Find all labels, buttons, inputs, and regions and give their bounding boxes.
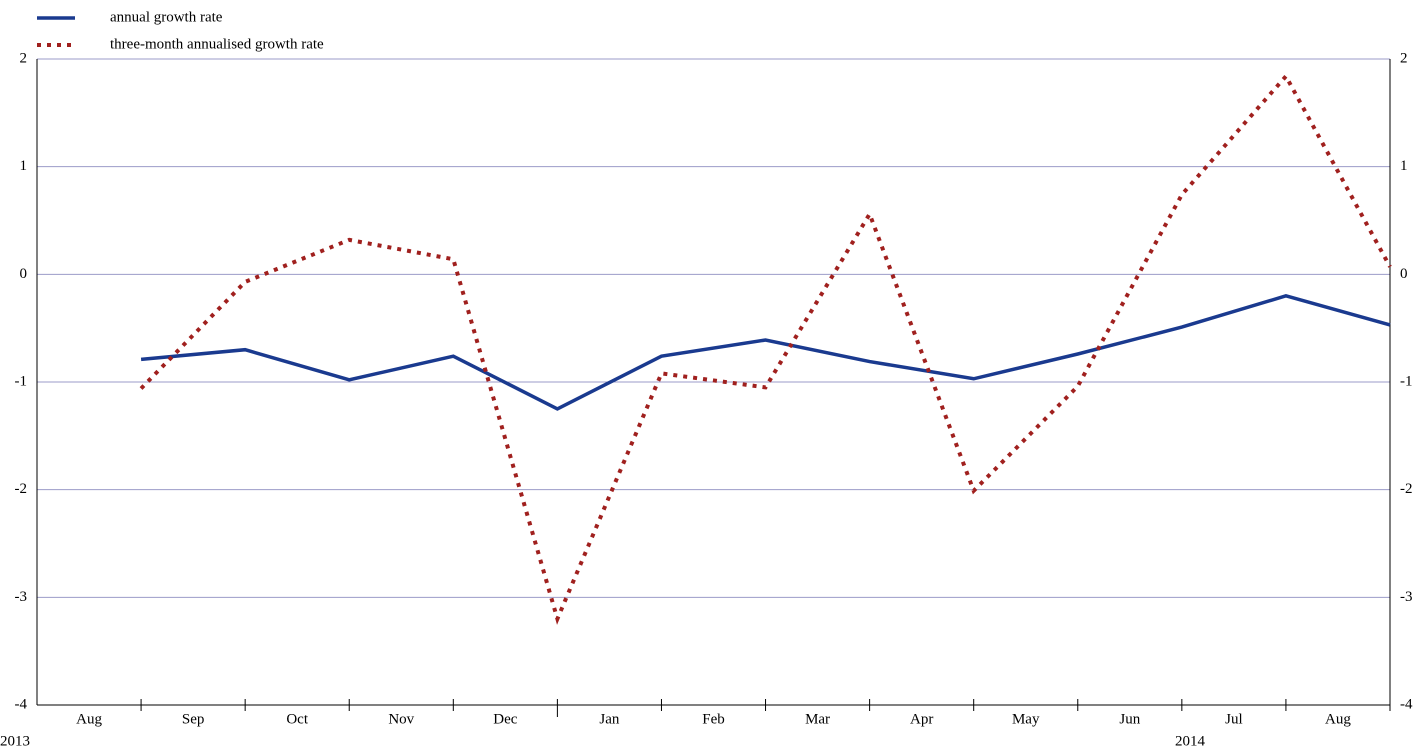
x-tick-label: Jul [1225, 711, 1243, 727]
y2-tick-label: 0 [1400, 266, 1408, 282]
x-tick-label: Aug [1325, 711, 1351, 727]
y2-tick-label: -2 [1400, 481, 1413, 497]
x-tick-label: Aug [76, 711, 102, 727]
y2-tick-label: -4 [1400, 696, 1413, 712]
y-tick-label: -2 [15, 481, 28, 497]
y-tick-label: 2 [20, 50, 28, 66]
x-tick-label: Jan [599, 711, 619, 727]
x-tick-label: Oct [286, 711, 308, 727]
y2-tick-label: -3 [1400, 589, 1413, 605]
y-tick-label: -1 [15, 373, 28, 389]
x-tick-label: Mar [805, 711, 830, 727]
x-tick-label: Jun [1119, 711, 1140, 727]
year-label: 2014 [1175, 733, 1206, 749]
y2-tick-label: 2 [1400, 50, 1408, 66]
legend-label: annual growth rate [110, 9, 223, 25]
y-tick-label: -4 [15, 696, 28, 712]
year-label: 2013 [0, 733, 30, 749]
x-tick-label: Nov [388, 711, 414, 727]
y2-tick-label: -1 [1400, 373, 1413, 389]
legend-label: three-month annualised growth rate [110, 36, 324, 52]
x-tick-label: Feb [702, 711, 725, 727]
y-tick-label: -3 [15, 589, 28, 605]
x-tick-label: Sep [182, 711, 205, 727]
y-tick-label: 0 [20, 266, 28, 282]
x-tick-label: May [1012, 711, 1040, 727]
y2-tick-label: 1 [1400, 158, 1408, 174]
x-tick-label: Dec [493, 711, 517, 727]
series-line [140, 294, 1391, 411]
x-tick-label: Apr [910, 711, 933, 727]
y-tick-label: 1 [20, 158, 28, 174]
series-line [139, 72, 1392, 625]
